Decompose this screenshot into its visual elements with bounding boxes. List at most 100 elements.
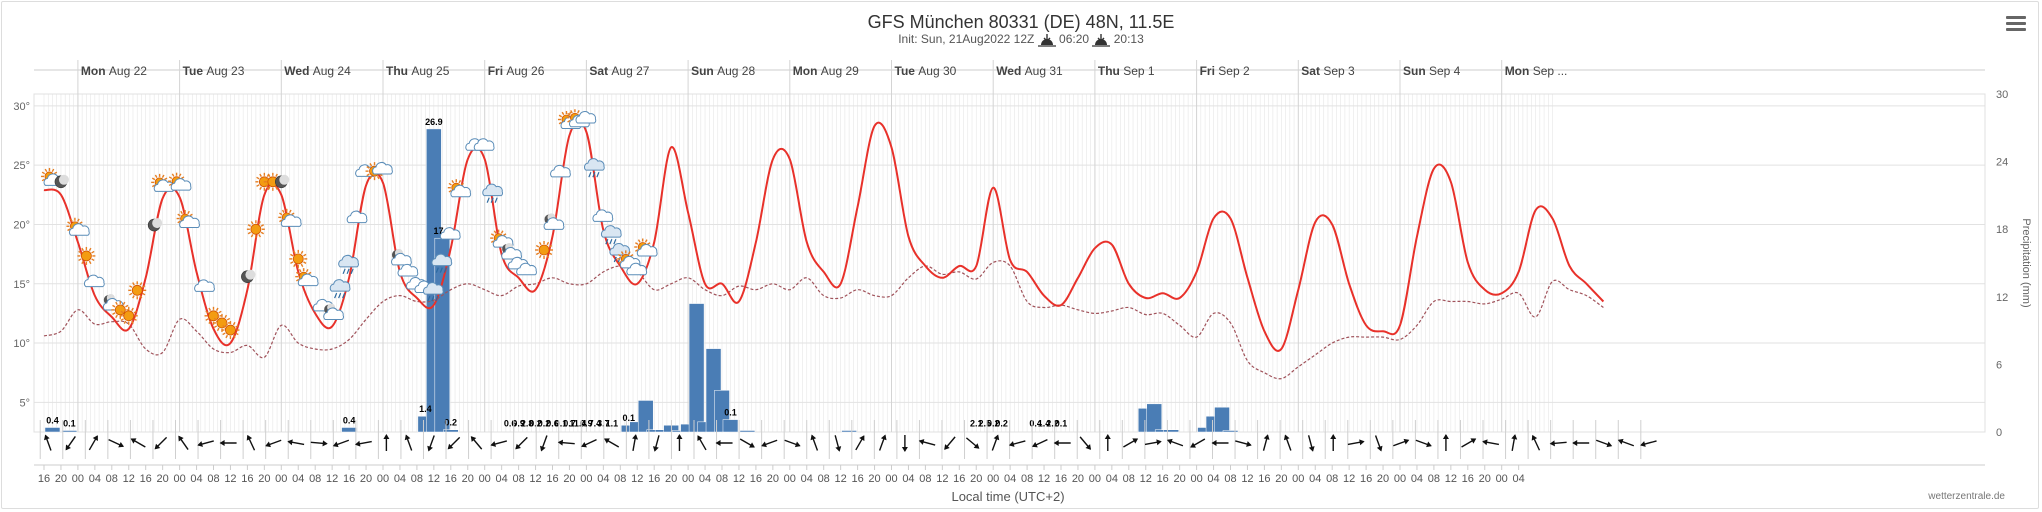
sun-ray [168,176,173,180]
wind-arrow [1549,440,1567,447]
day-label: Tue Aug 30 [895,64,957,78]
cloud-icon [439,227,461,240]
wind-arrow [404,434,413,451]
sun-ray [300,250,304,255]
x-tick-label: 16 [648,473,660,485]
x-tick-label: 08 [1326,473,1338,485]
rain-drop [439,267,443,273]
cloud-shape [397,263,419,277]
wind-arrow-head [557,439,564,446]
cloud-shape [297,273,319,287]
sun-ray [247,224,252,227]
x-tick-label: 04 [1411,473,1423,485]
cloud-shape [626,262,648,276]
x-tick-label: 08 [411,473,423,485]
y-right-tick-label: 12 [1996,292,2008,304]
rain-drop [592,171,596,178]
wind-arrow-head [354,440,361,447]
sun-ray [213,317,218,321]
sun-ray [458,179,462,184]
y-left-tick-label: 10° [13,338,30,350]
sun-ray [267,173,271,177]
day-name: Sat [1301,64,1323,78]
cloud-icon [516,262,537,276]
precip-value-label: 2.8 [521,419,534,429]
wind-arrow [991,434,1000,451]
x-tick-label: 16 [953,473,965,485]
sun-ray [131,307,134,311]
moon-shade [152,218,163,229]
wind-arrow [354,440,372,447]
y-left-tick-label: 15° [13,279,30,291]
precip-value-label: 0.2 [995,419,1008,429]
wind-arrow-head [676,434,683,439]
sun-disc [80,250,92,262]
precip-bar [434,237,451,433]
day-date: Sep ... [1533,64,1568,78]
rain-icon [329,279,351,299]
cloud-shape [83,274,105,288]
x-tick-label: 16 [851,473,863,485]
wind-arrow-head [92,435,98,442]
x-tick-label: 04 [902,473,914,485]
precip-value-label: 0.6 [504,419,517,429]
rain-icon [583,158,605,178]
wind-arrow-head [880,434,887,441]
day-name: Sun [691,64,717,78]
day-date: Aug 27 [611,64,649,78]
sun-ray [125,304,129,308]
sun-ray [303,261,307,265]
day-date: Sep 4 [1429,64,1461,78]
x-tick-label: 20 [970,473,982,485]
sun-ray [500,230,504,234]
rain-icon [422,282,444,302]
wind-arrow-head [715,440,721,447]
x-tick-label: 08 [1021,473,1033,485]
moon-shade [245,269,256,280]
x-tick-label: 12 [835,473,847,485]
moon-cloud-icon [391,248,412,266]
sun-ray [635,242,639,245]
wind-arrow [676,434,683,451]
wind-arrow [515,436,528,450]
chart-title: GFS München 80331 (DE) 48N, 11.5E [867,12,1175,32]
precip-value-label: 11.4 [569,419,586,429]
sun-icon [128,281,147,300]
wind-arrow-head [810,434,817,441]
wind-arrow [88,435,98,451]
sun-ray [293,250,296,255]
sun-ray [187,210,190,215]
day-date: Sep 3 [1323,64,1355,78]
wind-arrow-head [859,435,865,442]
sun-ray [256,184,260,187]
x-tick-label: 00 [1292,473,1304,485]
x-tick-label: 04 [1513,473,1525,485]
precip-value-label: 2.5 [978,419,991,429]
precip-bar [1163,429,1179,433]
wind-arrow-head [581,441,587,448]
cloud-shape [516,262,537,276]
sun-ray [78,250,82,254]
sun-ray [139,295,143,299]
wind-arrow [1166,438,1184,447]
wind-arrow-head [1190,442,1196,448]
day-date: Sep 2 [1218,64,1250,78]
moon-cloud-icon [323,303,345,320]
x-tick-label: 00 [377,473,389,485]
x-tick-label: 08 [1224,473,1236,485]
wind-arrow [1595,439,1613,448]
menu-bar-icon [2006,22,2026,25]
sun-ray [161,174,165,178]
wind-arrow [197,440,214,447]
precip-value-label: 0.4 [1029,419,1042,429]
sun-ray [635,249,639,252]
x-tick-label: 04 [190,473,202,485]
sun-ray [123,320,127,324]
chart-menu-button[interactable] [2006,16,2026,32]
sun-ray [123,307,127,311]
x-tick-label: 00 [580,473,592,485]
x-tick-label: 00 [1496,473,1508,485]
cloud-shape [346,210,368,224]
credit-text: wetterzentrale.de [1927,491,2005,502]
sun-ray [235,332,239,336]
